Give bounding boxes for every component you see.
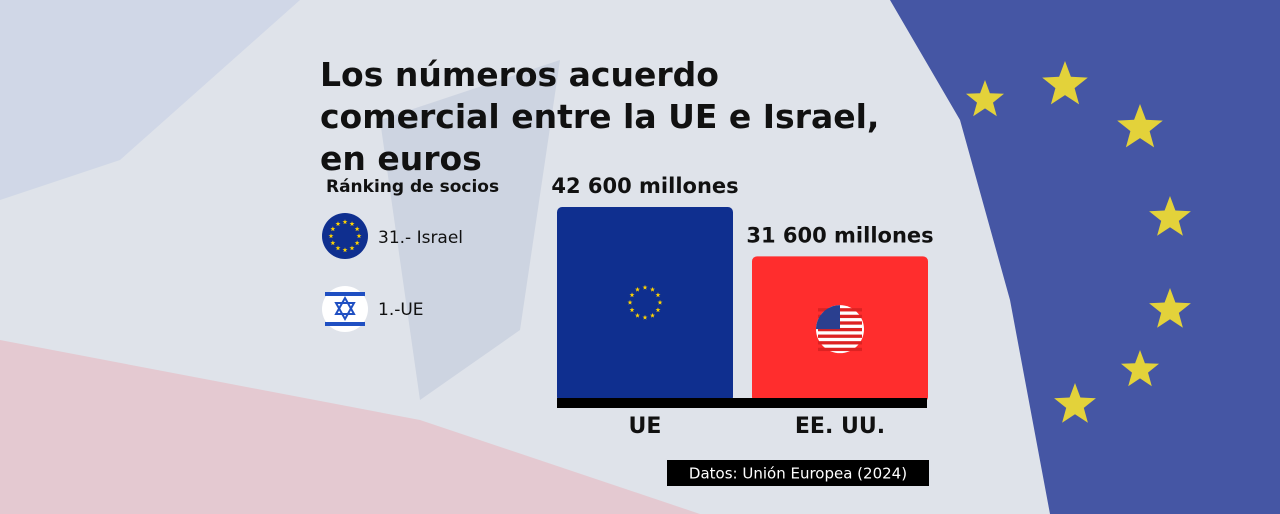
bg-star <box>1042 61 1088 105</box>
israel-stripe <box>325 292 365 296</box>
baseline <box>557 398 927 408</box>
eu-star <box>349 245 355 251</box>
bg-eu-flag <box>890 0 1280 514</box>
eu-star <box>349 221 355 226</box>
eu-flag-icon <box>322 213 368 259</box>
ranking-title: Ránking de socios <box>326 177 499 197</box>
eu-star <box>335 221 341 226</box>
bg-star <box>1149 196 1191 236</box>
eu-star <box>335 245 341 251</box>
ranking-item: 31.- Israel <box>378 228 463 248</box>
source-bg <box>667 460 929 486</box>
eu-star <box>655 307 661 313</box>
eu-star <box>635 286 640 292</box>
x-tick-label: UE <box>629 414 662 439</box>
chart-title: Los números acuerdo comercial entre la U… <box>320 55 880 178</box>
us-stripe <box>818 341 862 345</box>
value-label: 31 600 millones <box>746 223 933 247</box>
us-stripe <box>818 334 862 338</box>
eu-star <box>655 292 661 298</box>
israel-star <box>334 295 356 315</box>
eu-star <box>342 219 348 225</box>
eu-star <box>650 286 655 292</box>
eu-star <box>635 312 640 318</box>
israel-star <box>334 302 356 322</box>
us-canton <box>816 305 840 330</box>
bg-star <box>380 60 560 400</box>
eu-star <box>342 247 348 253</box>
eu-star <box>328 233 334 239</box>
value-label: 42 600 millones <box>551 174 738 198</box>
bg-star <box>1149 288 1191 328</box>
eu-star <box>330 226 336 232</box>
eu-star <box>354 240 360 246</box>
bg-stars <box>966 61 1191 423</box>
israel-flag-icon <box>322 286 368 332</box>
eu-star <box>642 314 648 320</box>
x-tick-label: EE. UU. <box>795 414 885 439</box>
eu-stars <box>328 219 362 253</box>
bg-star <box>1054 383 1096 423</box>
us-stripe <box>818 347 862 352</box>
source: Datos: Unión Europea (2024) <box>689 465 907 483</box>
eu-star <box>356 233 362 239</box>
bg-stripe <box>0 0 300 200</box>
eu-star <box>330 240 336 246</box>
bg-stripe <box>0 340 700 514</box>
ranking-item: 1.-UE <box>378 300 424 320</box>
eu-star <box>657 299 663 305</box>
bg-star <box>966 80 1004 117</box>
eu-star <box>627 299 633 305</box>
eu-star <box>629 292 635 298</box>
eu-star <box>629 307 635 313</box>
bar <box>557 207 733 402</box>
eu-star <box>354 226 360 232</box>
israel-stripe <box>325 322 365 326</box>
eu-star <box>650 312 655 318</box>
us-stripe <box>818 327 862 332</box>
eu-star <box>642 284 648 290</box>
bg-star <box>1117 104 1163 148</box>
bg-star <box>1121 350 1159 387</box>
